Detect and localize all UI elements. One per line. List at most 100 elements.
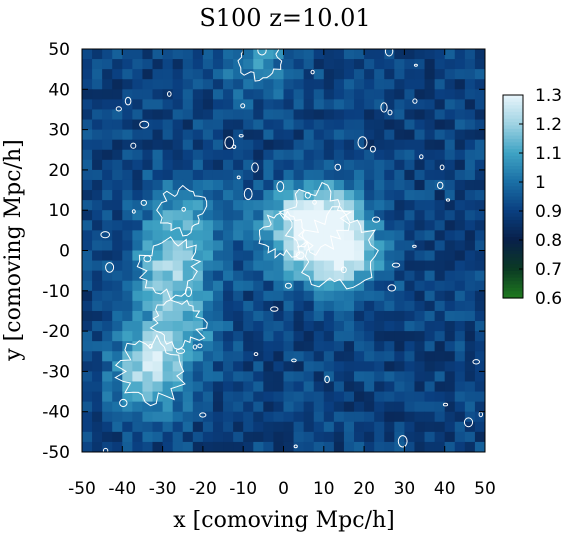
density-contour (439, 164, 445, 171)
heatmap-cell (333, 310, 345, 322)
heatmap-cell (233, 99, 244, 110)
heatmap-cell (102, 341, 113, 352)
heatmap-cell (354, 361, 365, 372)
heatmap-cell (92, 341, 103, 352)
heatmap-cell (172, 99, 184, 110)
heatmap-cell (223, 351, 234, 362)
heatmap-cell (303, 381, 315, 393)
heatmap-cell (152, 250, 164, 262)
heatmap-cell (233, 190, 244, 201)
heatmap-cell (404, 69, 415, 80)
heatmap-cell (92, 270, 103, 282)
heatmap-cell (374, 149, 385, 161)
heatmap-cell (162, 159, 174, 171)
heatmap-cell (303, 49, 315, 60)
colorbar-segment (503, 176, 523, 181)
heatmap-cell (384, 240, 395, 251)
heatmap-cell (152, 290, 164, 302)
heatmap-cell (354, 190, 365, 201)
heatmap-cell (414, 139, 426, 151)
heatmap-cell (444, 300, 456, 312)
heatmap-cell (323, 341, 335, 352)
heatmap-cell (92, 220, 103, 231)
heatmap-cell (333, 179, 345, 191)
heatmap-cell (283, 371, 295, 382)
heatmap-cell (202, 79, 214, 90)
heatmap-cell (464, 401, 476, 413)
heatmap-cell (414, 441, 426, 453)
heatmap-cell (253, 321, 264, 332)
heatmap-cell (434, 391, 446, 403)
heatmap-cell (424, 421, 436, 433)
heatmap-cell (444, 129, 456, 141)
heatmap-cell (112, 159, 123, 171)
heatmap-cell (293, 250, 305, 262)
heatmap-cell (263, 139, 274, 151)
density-contour (236, 175, 241, 180)
heatmap-cell (223, 341, 234, 352)
heatmap-cell (192, 310, 204, 322)
colorbar-segment (503, 213, 523, 218)
heatmap-cell (404, 290, 415, 302)
heatmap-cell (273, 89, 284, 100)
heatmap-cell (313, 119, 325, 131)
heatmap-cell (132, 159, 143, 171)
heatmap-cell (122, 300, 133, 312)
heatmap-cell (223, 190, 234, 201)
density-contour (156, 184, 208, 237)
heatmap-cell (424, 371, 436, 382)
heatmap-cell (354, 119, 365, 131)
heatmap-cell (142, 321, 154, 332)
density-contour (380, 102, 388, 113)
heatmap-cell (212, 361, 224, 372)
heatmap-cell (152, 79, 164, 90)
heatmap-cell (313, 139, 325, 151)
heatmap-cell (464, 139, 476, 151)
density-contour (197, 343, 203, 349)
heatmap-cell (263, 49, 274, 60)
heatmap-cell (162, 421, 174, 433)
heatmap-cell (182, 441, 194, 453)
heatmap-cell (343, 79, 355, 90)
heatmap-cell (233, 411, 244, 423)
heatmap-cell (464, 49, 476, 60)
heatmap-cell (343, 69, 355, 80)
heatmap-cell (243, 260, 254, 272)
heatmap-cell (263, 200, 274, 211)
heatmap-cell (283, 190, 295, 201)
density-contour (175, 348, 186, 354)
heatmap-cell (132, 220, 143, 231)
heatmap-cell (253, 310, 264, 322)
heatmap-cell (112, 441, 123, 453)
heatmap-cell (333, 260, 345, 272)
y-tick-label: 20 (48, 161, 70, 181)
heatmap-cell (414, 290, 426, 302)
heatmap-cell (142, 119, 154, 131)
heatmap-cell (202, 401, 214, 413)
heatmap-cell (182, 341, 194, 352)
heatmap-cell (263, 441, 274, 453)
heatmap-cell (142, 240, 154, 251)
heatmap-cell (374, 69, 385, 80)
heatmap-cell (192, 431, 204, 443)
heatmap-cell (102, 139, 113, 151)
heatmap-cell (293, 99, 305, 110)
heatmap-cell (253, 139, 264, 151)
heatmap-cell (444, 220, 456, 231)
heatmap-cell (112, 290, 123, 302)
heatmap-cell (152, 59, 164, 70)
heatmap-cell (253, 331, 264, 342)
heatmap-cell (434, 310, 446, 322)
heatmap-cell (354, 431, 365, 443)
heatmap-cell (263, 149, 274, 161)
heatmap-cell (152, 280, 164, 292)
heatmap-cell (384, 149, 395, 161)
heatmap-cell (303, 290, 315, 302)
heatmap-cell (182, 59, 194, 70)
heatmap-cell (223, 129, 234, 141)
heatmap-cell (192, 149, 204, 161)
heatmap-cell (233, 109, 244, 121)
heatmap-cell (364, 431, 375, 443)
heatmap-cell (404, 270, 415, 282)
heatmap-cell (273, 421, 284, 433)
